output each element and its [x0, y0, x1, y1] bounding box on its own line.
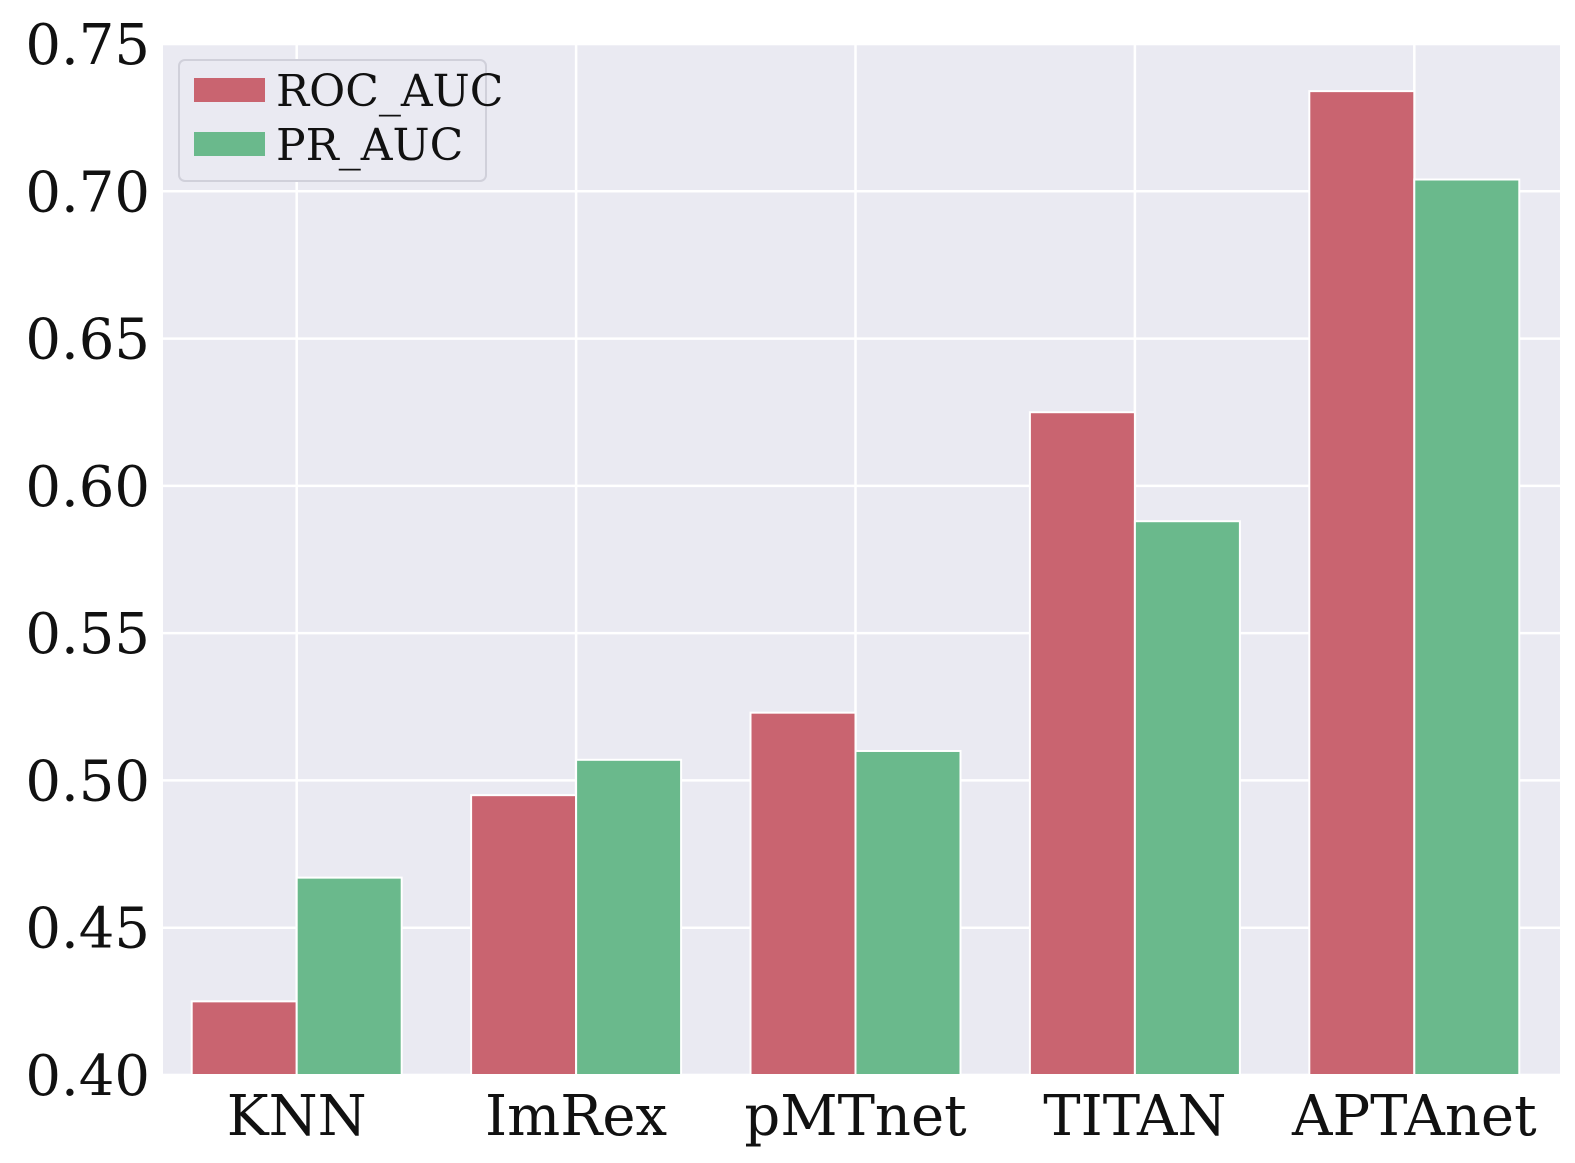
- bar-pr-auc-pmtnet: [854, 749, 962, 1076]
- y-tick-label: 0.45: [25, 897, 150, 962]
- bar-roc-auc-imrex: [470, 794, 578, 1077]
- x-tick-label: KNN: [227, 1084, 367, 1149]
- bar-roc-auc-titan: [1028, 411, 1136, 1076]
- bar-pr-auc-aptanet: [1413, 178, 1521, 1076]
- x-tick-label: TITAN: [1043, 1084, 1226, 1149]
- bar-roc-auc-knn: [190, 1000, 298, 1076]
- bar-roc-auc-aptanet: [1308, 90, 1416, 1077]
- legend-swatch-roc-auc: [194, 78, 265, 102]
- bar-roc-auc-pmtnet: [749, 711, 857, 1076]
- legend-label-pr-auc: PR_AUC: [276, 120, 463, 171]
- x-tick-label: ImRex: [485, 1084, 667, 1149]
- x-tick-label: APTAnet: [1291, 1084, 1537, 1149]
- y-tick-label: 0.40: [25, 1044, 150, 1109]
- legend-swatch-pr-auc: [194, 132, 265, 156]
- legend-label-roc-auc: ROC_AUC: [276, 66, 503, 117]
- x-axis-ticks: KNN ImRex pMTnet TITAN APTAnet: [227, 1084, 1537, 1149]
- bars: [190, 90, 1521, 1077]
- y-tick-label: 0.60: [25, 455, 150, 520]
- x-tick-label: pMTnet: [744, 1084, 967, 1149]
- bar-pr-auc-knn: [295, 876, 403, 1076]
- y-axis-ticks: 0.40 0.45 0.50 0.55 0.60 0.65 0.70 0.75: [25, 13, 150, 1109]
- y-tick-label: 0.70: [25, 160, 150, 225]
- bar-pr-auc-imrex: [575, 758, 683, 1077]
- y-tick-label: 0.55: [25, 602, 150, 667]
- y-tick-label: 0.65: [25, 308, 150, 373]
- legend: ROC_AUC PR_AUC: [178, 59, 503, 182]
- y-tick-label: 0.50: [25, 749, 150, 814]
- y-tick-label: 0.75: [25, 13, 150, 78]
- bar-pr-auc-titan: [1133, 520, 1241, 1076]
